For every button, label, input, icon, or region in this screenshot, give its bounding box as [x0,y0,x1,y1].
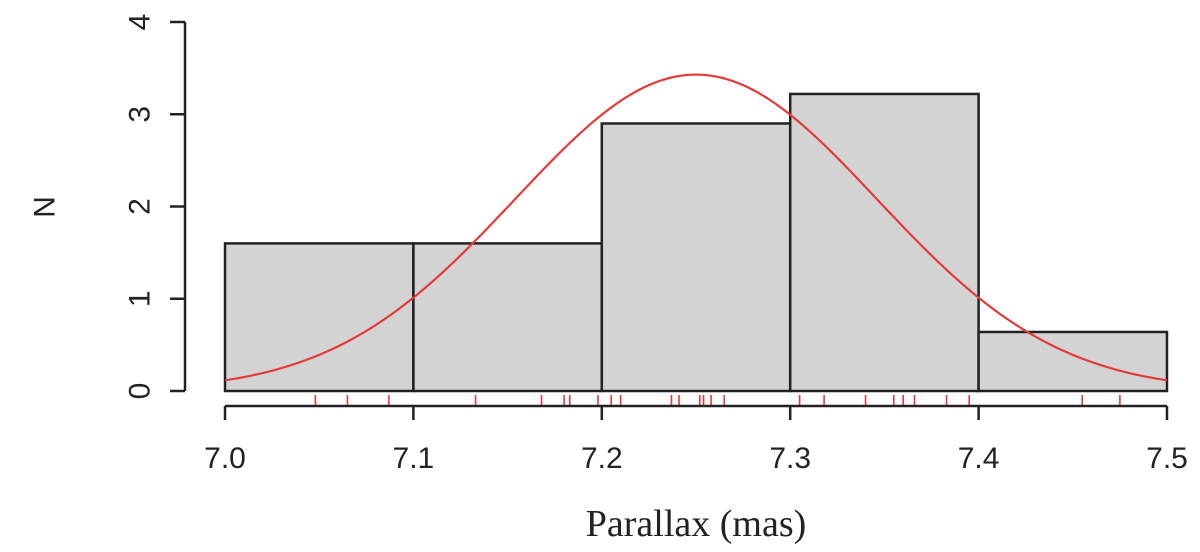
y-tick-label: 2 [124,198,157,215]
x-tick-label: 7.0 [204,442,246,475]
histogram-bar-2 [412,242,604,393]
rug-marks [314,395,1121,406]
x-tick-label: 7.2 [581,442,623,475]
x-axis: 7.0 7.1 7.2 7.3 7.4 7.5 [204,404,1188,475]
y-axis: 0 1 2 3 4 [124,14,187,400]
x-tick-label: 7.1 [393,442,435,475]
y-tick-label: 4 [124,14,157,31]
histogram-bar-1 [223,242,415,393]
gaussian-curve-layer [224,73,1168,382]
x-tick-label: 7.4 [958,442,1000,475]
histogram-bar-3 [600,122,792,393]
y-tick-label: 3 [124,106,157,123]
y-tick-label: 0 [124,383,157,400]
histogram-bar-5 [977,330,1169,393]
gaussian-fit-curve [224,73,1168,382]
x-tick-label: 7.3 [769,442,811,475]
histogram-bars [223,92,1169,393]
y-axis-title: N [29,196,62,218]
x-axis-title: Parallax (mas) [586,503,807,545]
x-tick-label: 7.5 [1146,442,1188,475]
y-tick-label: 1 [124,290,157,307]
